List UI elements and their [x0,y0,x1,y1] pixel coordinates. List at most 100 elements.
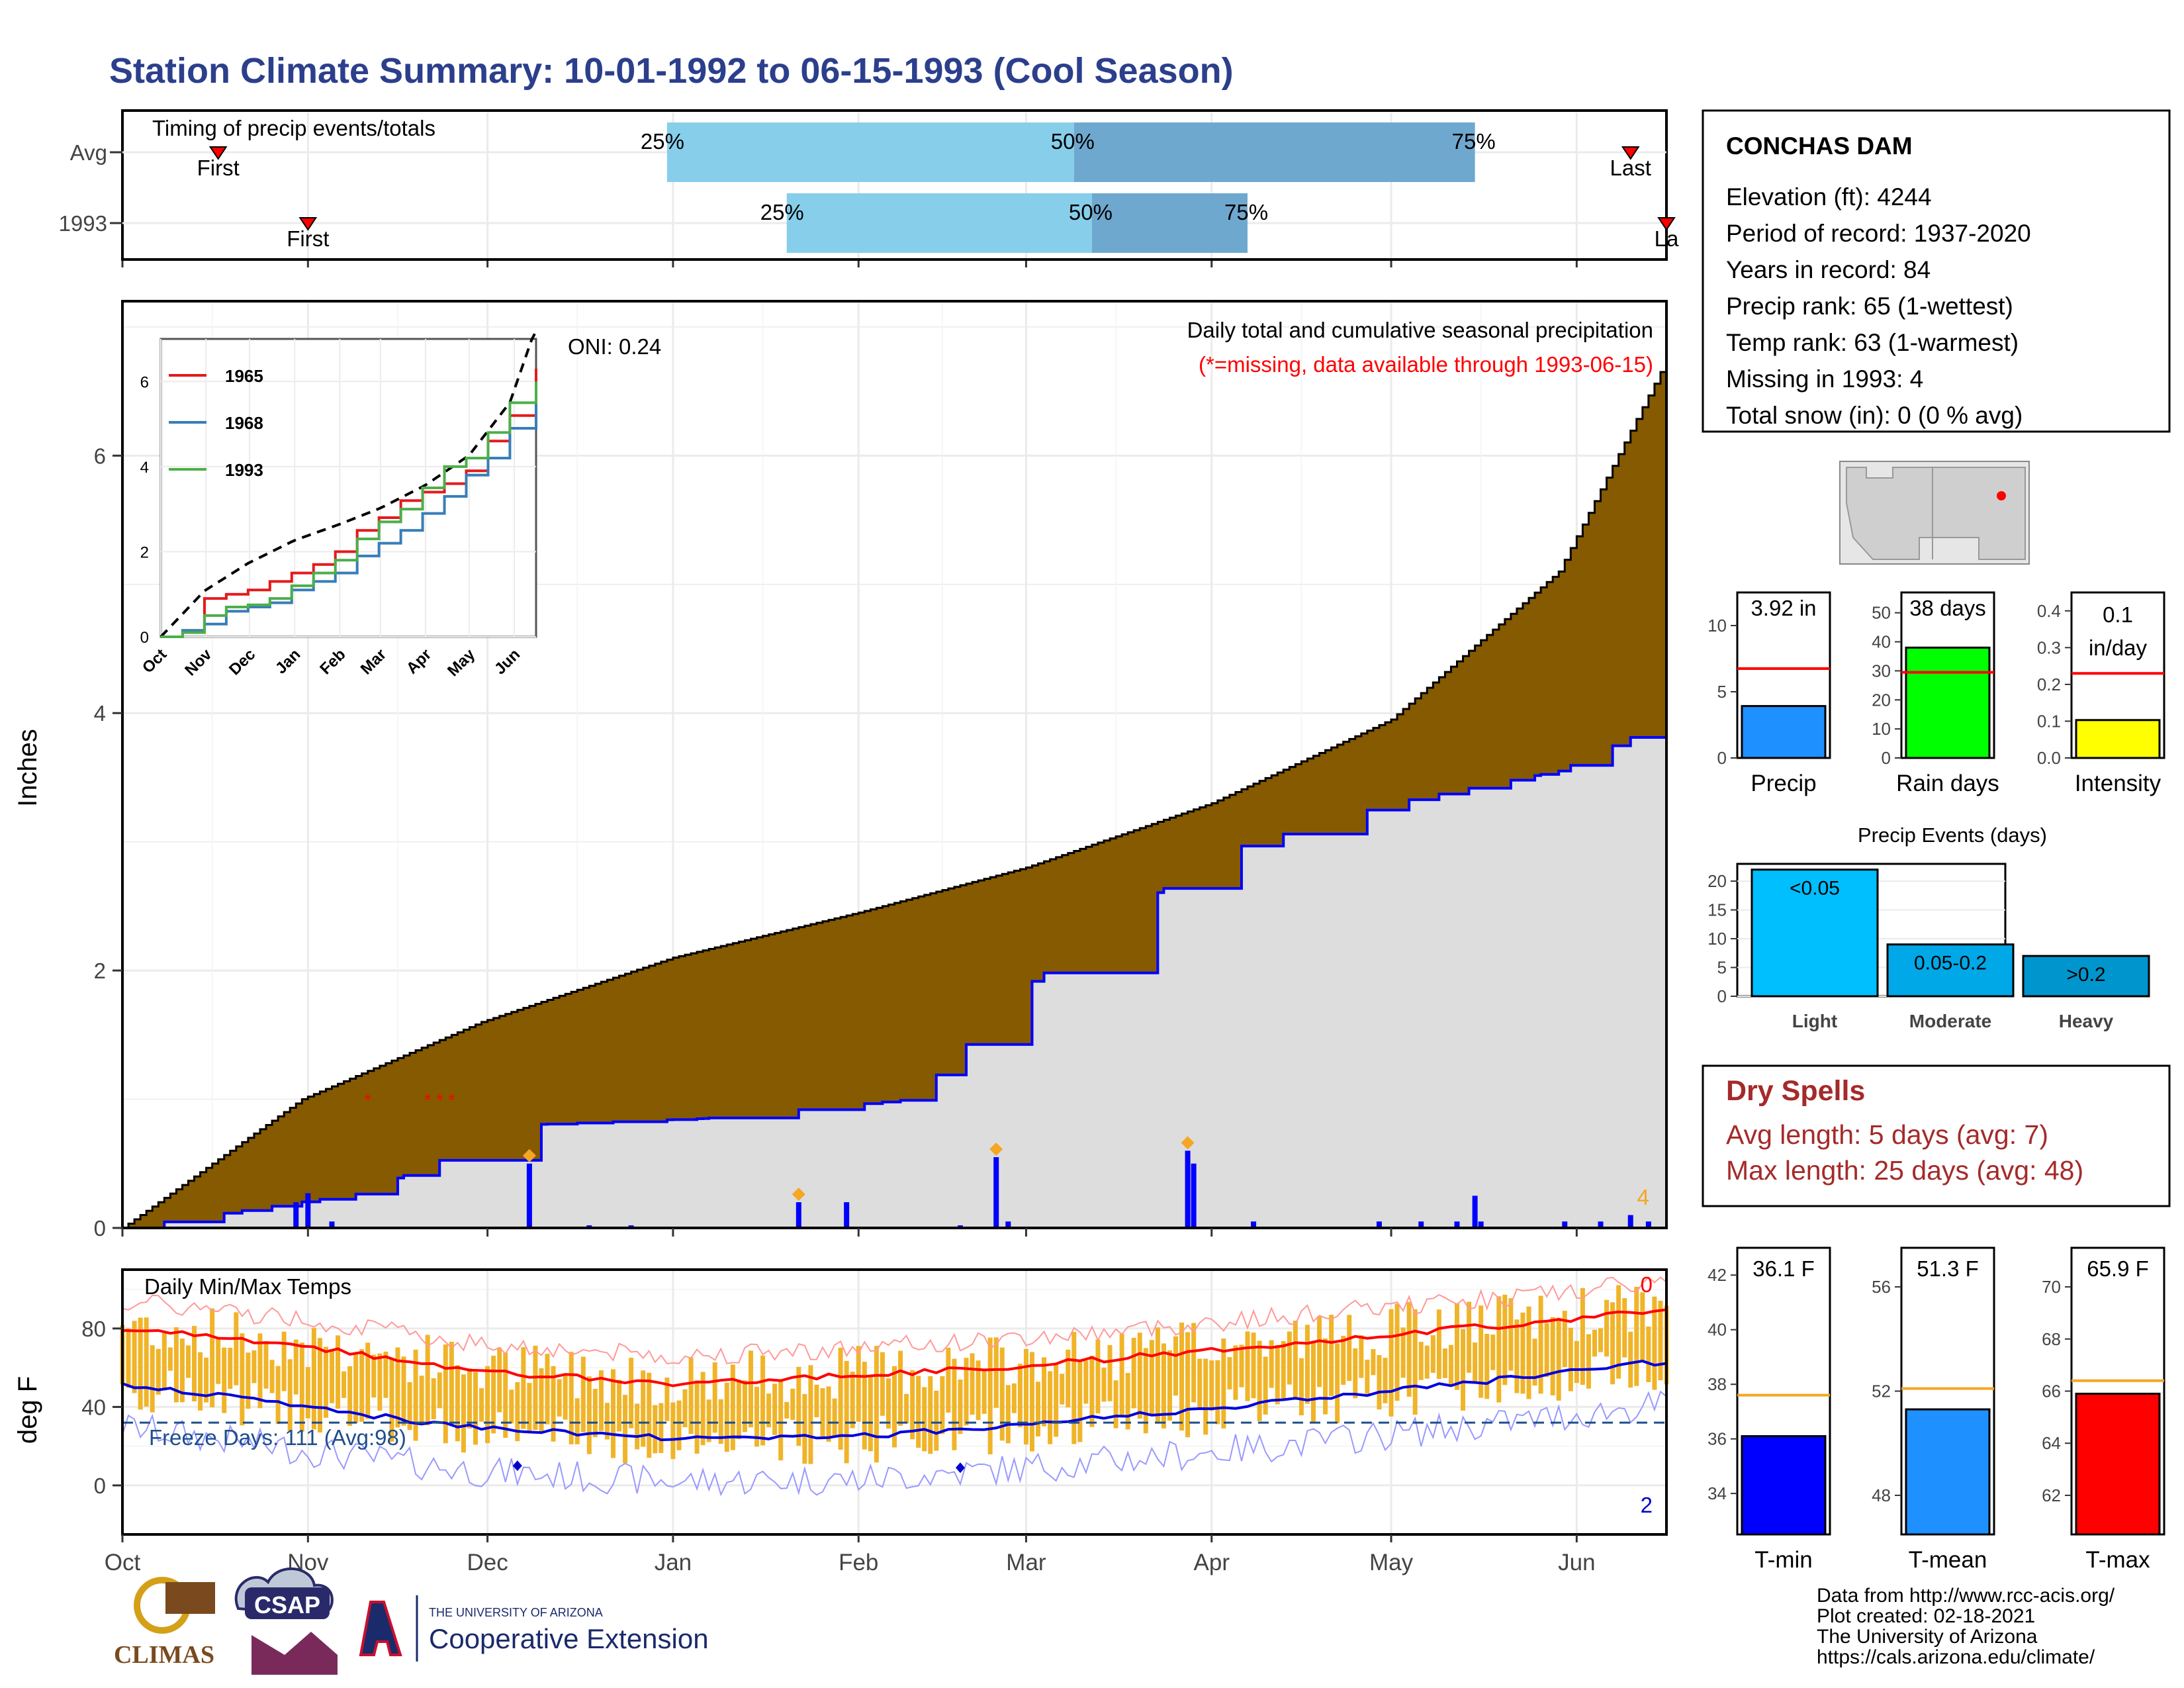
daily-temp-bar [1173,1336,1179,1396]
events-tick-label: 10 [1707,929,1727,949]
daily-temp-bar [1484,1333,1490,1399]
precip-ticks: 0 2 4 6 [94,444,1578,1241]
daily-precip-bar [1478,1221,1484,1228]
daily-temp-bar [1101,1367,1107,1402]
daily-temp-bar [659,1403,664,1454]
events-tick-label: 15 [1707,900,1727,920]
summary-bar-value: 0.1 [2103,602,2133,627]
daily-temp-bar [928,1376,933,1454]
daily-temp-bar [365,1342,371,1419]
daily-temp-bar [1017,1364,1023,1428]
precip-ytick-label: 0 [94,1216,106,1241]
summary-bar-label: Rain days [1896,771,1999,796]
daily-temp-bar [1239,1344,1244,1387]
daily-temp-bar [1646,1326,1651,1382]
timing-75-label: 75% [1452,129,1496,154]
precip-count-label: 4 [1637,1185,1649,1209]
precip-area: * * * * [122,371,1668,1229]
inset-legend-label: 1965 [225,366,263,386]
daily-temp-bar [610,1369,615,1458]
daily-temp-bar [700,1372,705,1446]
daily-temp-bar [796,1366,801,1446]
daily-temp-bar [1317,1316,1322,1387]
daily-temp-bar [670,1402,676,1460]
daily-temp-bar [1269,1340,1274,1388]
daily-temp-bar [604,1403,610,1440]
daily-temp-bar [635,1403,640,1450]
timing-50-label: 50% [1051,129,1095,154]
daily-temp-bar [676,1400,682,1450]
events-bar [2022,955,2150,998]
daily-temp-bar [455,1365,460,1442]
daily-temp-bar [1137,1333,1142,1419]
daily-temp-bar [521,1347,526,1429]
events-tick-label: 20 [1707,871,1727,891]
daily-temp-bar [1054,1364,1059,1437]
summary-bar-tick-label: 0 [1882,748,1891,768]
month-label: Feb [839,1550,878,1575]
daily-temp-bar [317,1338,322,1433]
temp-count-top: 0 [1641,1272,1653,1297]
daily-temp-bar [222,1347,227,1413]
temp-count-bottom: 2 [1641,1493,1653,1517]
daily-temp-bar [784,1401,790,1419]
daily-temp-bar [1448,1344,1453,1385]
daily-temp-bar [916,1376,921,1448]
daily-temp-bar [246,1352,251,1409]
daily-temp-bar [126,1328,131,1388]
oni-label: ONI: 0.24 [568,334,661,359]
temp-panel: deg F Daily Min/Max Temps Freeze Days: 1… [13,1268,1669,1575]
summary-bar-label: T-mean [1909,1547,1987,1573]
daily-temp-bar [598,1370,604,1431]
daily-temp-bar [419,1376,424,1425]
daily-temp-bar [862,1362,867,1450]
daily-temp-bar [383,1351,388,1398]
daily-temp-bar [216,1337,221,1384]
dry-spells-title: Dry Spells [1726,1075,1865,1107]
daily-temp-bar [748,1350,753,1428]
daily-temp-bar [1544,1323,1549,1378]
locator-map [1839,461,2030,565]
events-bar [1886,943,2015,998]
daily-temp-bar [144,1317,149,1407]
daily-temp-bar [179,1338,185,1403]
summary-bar-tick-label: 62 [2042,1485,2061,1505]
daily-temp-bar [401,1356,406,1426]
avg-min-temp-line [122,1360,1667,1442]
summary-bar-tick-label: 10 [1872,719,1891,739]
daily-temp-bar [281,1331,287,1391]
daily-temp-bar [551,1366,556,1442]
daily-temp-bar [1071,1331,1077,1444]
daily-temp-bar [1227,1357,1232,1389]
summary-bar-tick-label: 68 [2042,1329,2061,1349]
daily-temp-bar [653,1405,658,1454]
precip-ylabel: Inches [13,729,42,807]
station-location-dot [1997,491,2006,500]
daily-temp-bar [1089,1356,1095,1427]
daily-temp-bar [377,1353,383,1411]
daily-temp-bar [269,1360,275,1393]
daily-temp-bar [323,1346,328,1418]
daily-temp-bar [1502,1294,1508,1385]
last-marker-icon [1657,217,1676,231]
daily-temp-bar [1520,1312,1525,1394]
daily-temp-bar [371,1354,377,1398]
daily-temp-bar [1233,1345,1238,1400]
footer-credit-line: The University of Arizona [1817,1626,2038,1648]
summary-bar-tick-label: 0.4 [2037,601,2061,621]
dry-spells-panel: Dry Spells Avg length: 5 days (avg: 7) M… [1702,1064,2171,1207]
station-info-line: Years in record: 84 [1726,256,1931,283]
summary-bar-tick-label: 5 [1717,682,1727,702]
summary-bar-tick-label: 30 [1872,661,1891,680]
daily-temp-bar [228,1348,233,1389]
summary-bar-label: T-min [1754,1547,1813,1573]
events-bar-label: <0.05 [1790,878,1840,900]
precip-ytick-label: 6 [94,444,106,468]
daily-temp-bar [299,1342,304,1432]
daily-temp-bar [730,1364,735,1450]
inset-xtick-label: Dec [226,645,259,679]
daily-temp-bar [173,1327,179,1403]
inset-xtick-label: Apr [403,645,435,677]
daily-temp-bar [1652,1296,1657,1390]
station-info-line: Total snow (in): 0 (0 % avg) [1726,402,2023,429]
